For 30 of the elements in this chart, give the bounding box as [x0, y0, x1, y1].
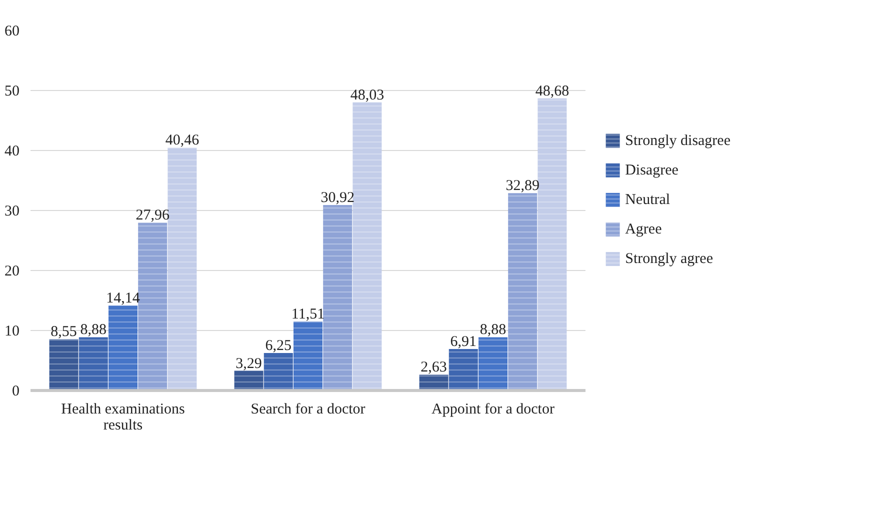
data-label: 6,91	[450, 334, 477, 350]
data-label: 8,88	[80, 322, 107, 338]
data-label: 2,63	[420, 360, 447, 376]
data-label: 8,55	[50, 324, 77, 340]
y-tick-label: 0	[12, 384, 20, 400]
legend-label: Strongly disagree	[625, 132, 731, 149]
x-tick-label: Appoint for a doctor	[432, 402, 554, 418]
legend-label: Agree	[625, 221, 662, 238]
y-tick-label: 30	[4, 204, 20, 220]
data-label: 6,25	[265, 338, 292, 354]
data-label: 14,14	[106, 290, 140, 307]
legend-label: Strongly agree	[625, 251, 714, 268]
data-label: 11,51	[291, 306, 325, 322]
data-label: 8,88	[480, 322, 506, 338]
data-label: 40,46	[165, 132, 200, 149]
y-tick-label: 10	[4, 324, 20, 340]
data-label: 48,68	[535, 83, 570, 100]
y-tick-label: 40	[4, 144, 20, 160]
y-tick-label: 50	[4, 84, 20, 100]
y-tick-label: 20	[4, 264, 20, 280]
data-label: 27,96	[136, 208, 170, 224]
legend-label: Neutral	[625, 192, 670, 208]
x-tick-label: Search for a doctor	[250, 402, 366, 418]
data-label: 30,92	[320, 190, 354, 206]
y-tick-label: 60	[4, 24, 20, 40]
x-tick-label: Health examinations results	[61, 402, 186, 434]
data-label: 48,03	[350, 87, 384, 104]
data-label: 32,89	[506, 178, 540, 194]
legend-label: Disagree	[625, 162, 679, 178]
data-label: 3,29	[236, 356, 262, 372]
